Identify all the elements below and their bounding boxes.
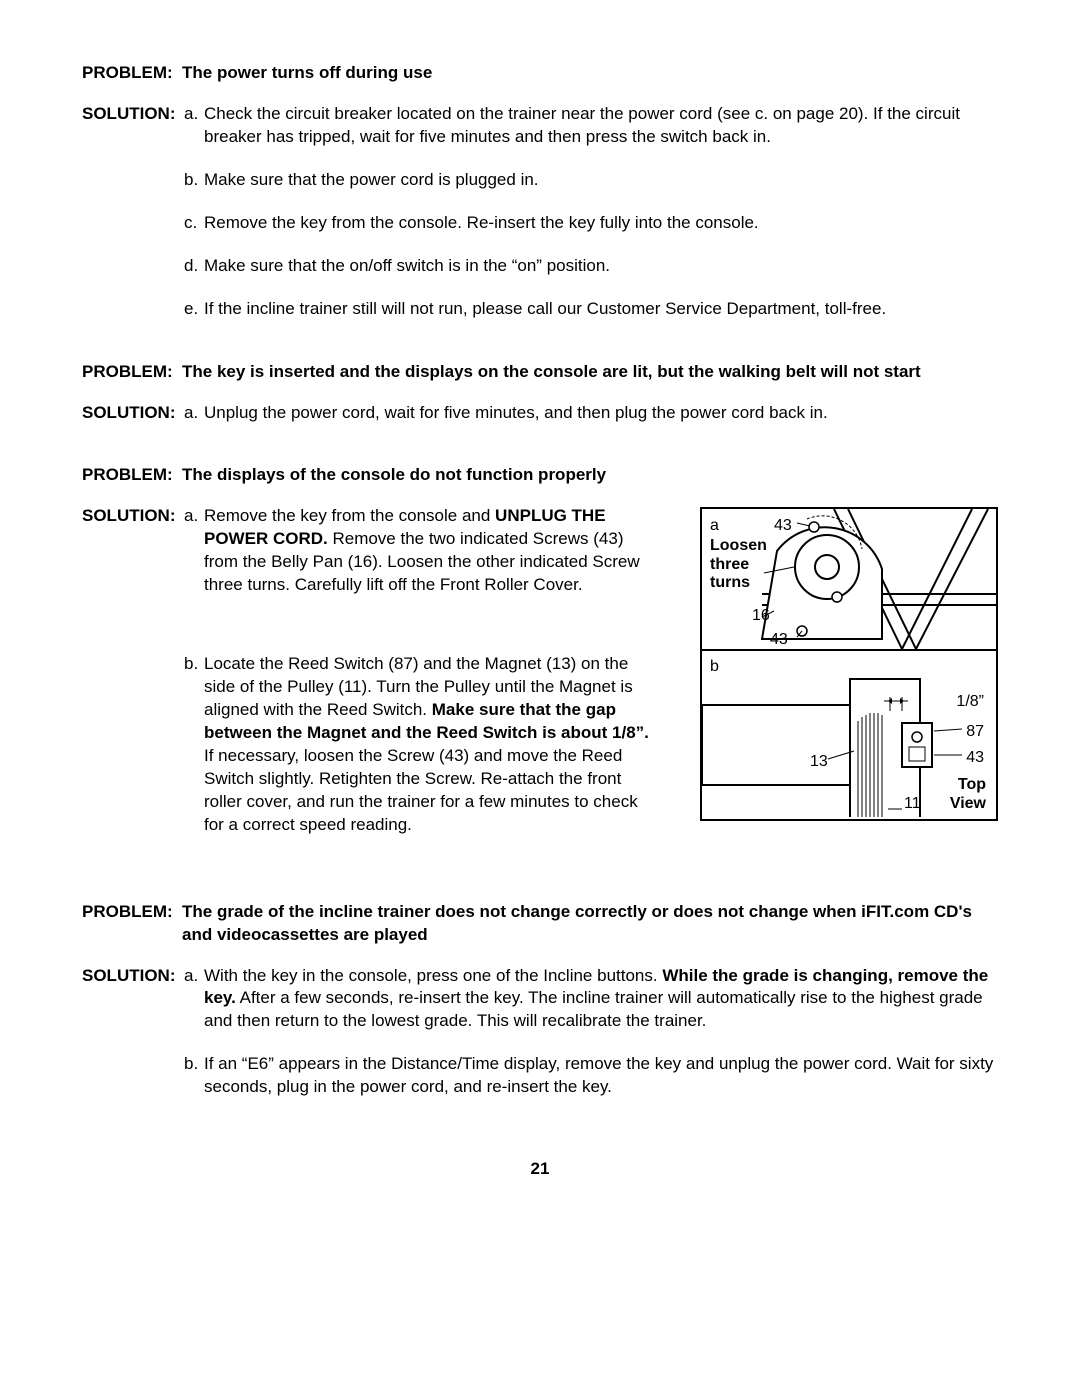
item-letter: c. <box>184 212 204 235</box>
diagram-loosen-label: Loosenthreeturns <box>710 537 767 592</box>
problem-text: The displays of the console do not funct… <box>182 464 998 487</box>
solution-label: SOLUTION: <box>82 402 182 445</box>
solution-1: SOLUTION: a. Check the circuit breaker l… <box>82 103 998 341</box>
item-letter: d. <box>184 255 204 278</box>
item-letter: b. <box>184 653 204 837</box>
diagram-callout-13: 13 <box>810 751 828 773</box>
diagram-callout-16: 16 <box>752 605 770 627</box>
item-text: Make sure that the on/off switch is in t… <box>204 255 998 278</box>
item-letter: a. <box>184 402 204 425</box>
solution-4: SOLUTION: a. With the key in the console… <box>82 965 998 1120</box>
problem-label: PROBLEM: <box>82 62 182 85</box>
item-text: With the key in the console, press one o… <box>204 965 998 1034</box>
solution-item: a. Unplug the power cord, wait for five … <box>184 402 998 425</box>
solution-item: b. Make sure that the power cord is plug… <box>184 169 998 192</box>
item-letter: b. <box>184 169 204 192</box>
problem-3: PROBLEM: The displays of the console do … <box>82 464 998 487</box>
item-letter: a. <box>184 965 204 1034</box>
item-text: If an “E6” appears in the Distance/Time … <box>204 1053 998 1099</box>
diagram-callout-43: 43 <box>966 747 984 769</box>
solution-3: SOLUTION: a. Remove the key from the con… <box>82 505 662 856</box>
item-letter: b. <box>184 1053 204 1099</box>
problem-1: PROBLEM: The power turns off during use <box>82 62 998 85</box>
problem-text: The key is inserted and the displays on … <box>182 361 998 384</box>
diagram-panel-b: b 1/8” 87 43 13 Top View 11 <box>702 651 996 819</box>
diagram-callout-43: 43 <box>774 515 792 537</box>
solution-item: a. Remove the key from the console and U… <box>184 505 662 597</box>
solution-item: b. If an “E6” appears in the Distance/Ti… <box>184 1053 998 1099</box>
solution-2: SOLUTION: a. Unplug the power cord, wait… <box>82 402 998 445</box>
diagram-panel-a: a 43 Loosenthreeturns 16 43 <box>702 509 996 651</box>
diagram-label-a: a <box>710 515 719 537</box>
item-text: Check the circuit breaker located on the… <box>204 103 998 149</box>
problem-label: PROBLEM: <box>82 901 182 947</box>
item-text: Unplug the power cord, wait for five min… <box>204 402 998 425</box>
problem-text: The grade of the incline trainer does no… <box>182 901 998 947</box>
solution-item: b. Locate the Reed Switch (87) and the M… <box>184 653 662 837</box>
item-text: Make sure that the power cord is plugged… <box>204 169 998 192</box>
solution-label: SOLUTION: <box>82 505 182 856</box>
item-text: Locate the Reed Switch (87) and the Magn… <box>204 653 662 837</box>
page-number: 21 <box>0 1158 1080 1181</box>
solution-3-wrap: SOLUTION: a. Remove the key from the con… <box>82 505 998 876</box>
item-letter: a. <box>184 103 204 149</box>
item-text: If the incline trainer still will not ru… <box>204 298 998 321</box>
problem-2: PROBLEM: The key is inserted and the dis… <box>82 361 998 384</box>
problem-label: PROBLEM: <box>82 361 182 384</box>
diagram-callout-43b: 43 <box>770 629 788 651</box>
diagram-callout-11: 11 <box>904 793 921 815</box>
item-text: Remove the key from the console and UNPL… <box>204 505 662 597</box>
solution-label: SOLUTION: <box>82 103 182 341</box>
item-letter: a. <box>184 505 204 597</box>
problem-text: The power turns off during use <box>182 62 998 85</box>
solution-item: d. Make sure that the on/off switch is i… <box>184 255 998 278</box>
diagram-callout-eighth: 1/8” <box>956 691 984 713</box>
diagram-callout-87: 87 <box>966 721 984 743</box>
solution-item: a. With the key in the console, press on… <box>184 965 998 1034</box>
diagram: a 43 Loosenthreeturns 16 43 <box>700 507 998 821</box>
problem-4: PROBLEM: The grade of the incline traine… <box>82 901 998 947</box>
diagram-label-b: b <box>710 656 719 678</box>
item-text: Remove the key from the console. Re-inse… <box>204 212 998 235</box>
solution-item: a. Check the circuit breaker located on … <box>184 103 998 149</box>
solution-item: c. Remove the key from the console. Re-i… <box>184 212 998 235</box>
solution-label: SOLUTION: <box>82 965 182 1120</box>
diagram-view-label: View <box>950 793 986 815</box>
solution-item: e. If the incline trainer still will not… <box>184 298 998 321</box>
problem-label: PROBLEM: <box>82 464 182 487</box>
item-letter: e. <box>184 298 204 321</box>
